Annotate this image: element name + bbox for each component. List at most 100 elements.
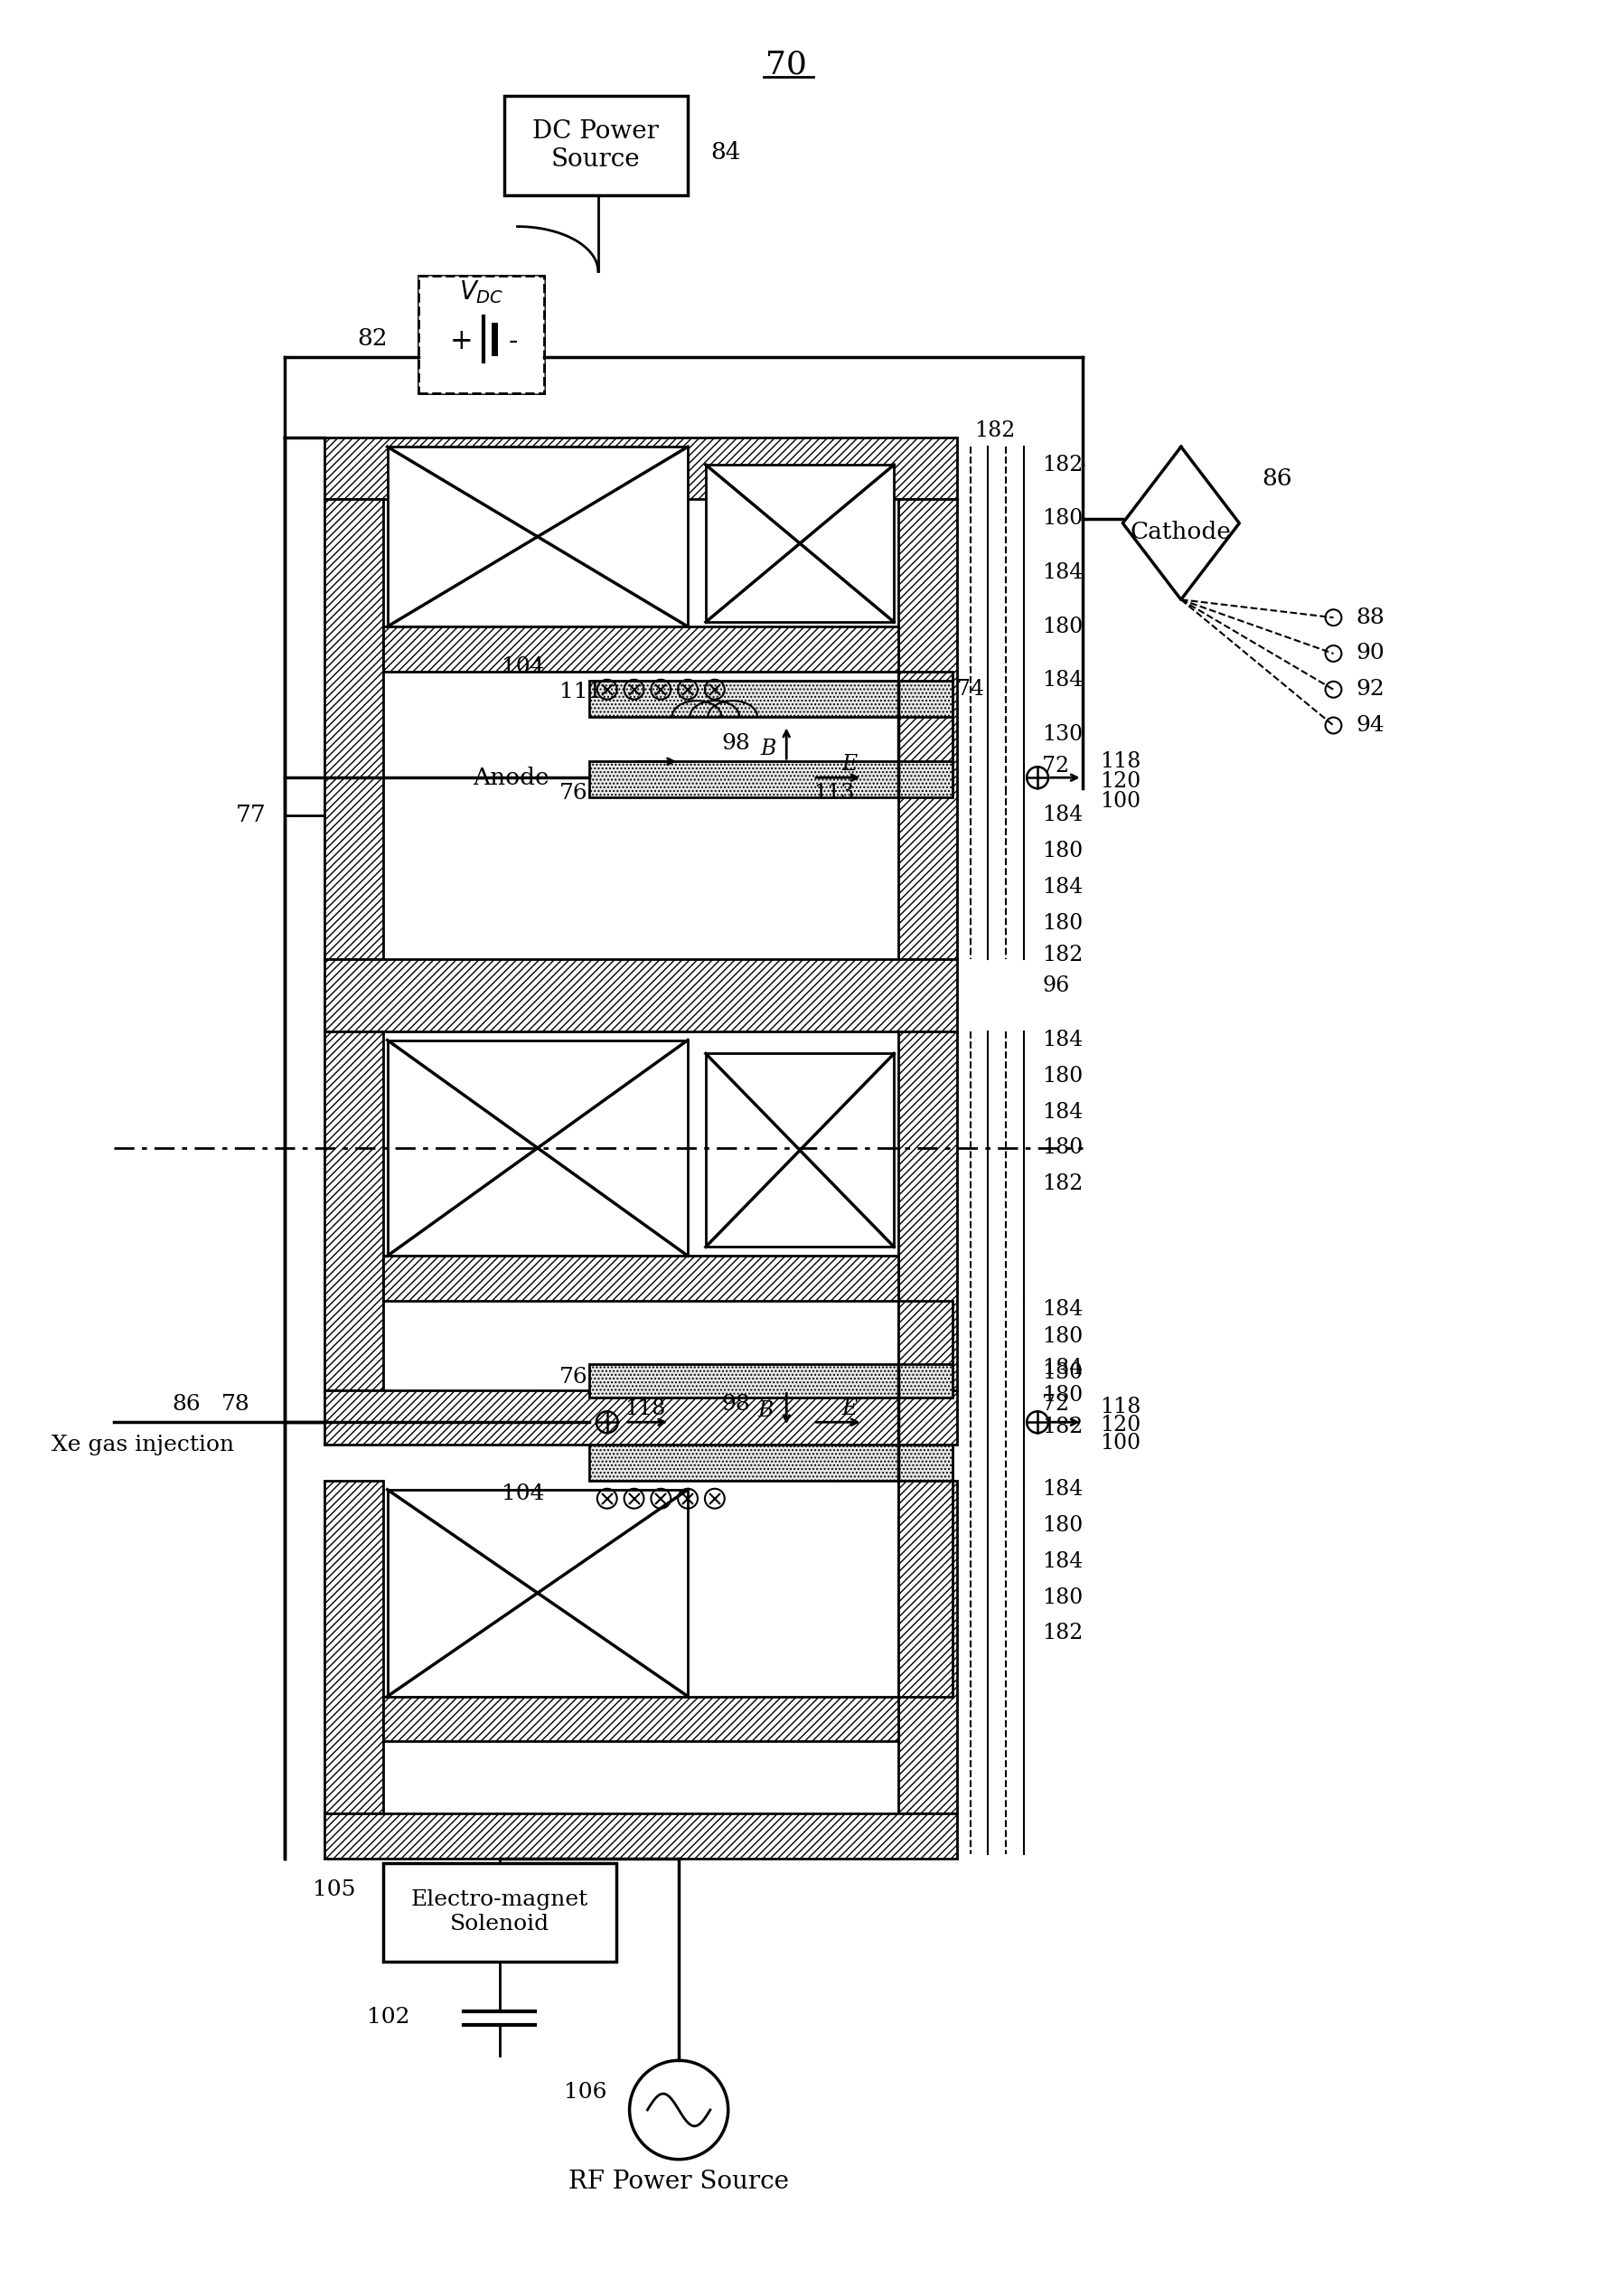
Bar [325, 1813, 957, 1858]
Text: 180: 180 [1043, 842, 1083, 862]
Bar [419, 277, 544, 393]
Bar [388, 1488, 689, 1697]
Text: 72: 72 [1043, 1393, 1069, 1414]
Text: 78: 78 [221, 1393, 250, 1414]
Text: Electro-magnet
Solenoid: Electro-magnet Solenoid [411, 1890, 588, 1935]
Text: 180: 180 [1043, 1586, 1083, 1609]
Text: 184: 184 [1043, 1103, 1083, 1123]
Bar [388, 1039, 689, 1255]
Bar [383, 626, 898, 672]
Text: +: + [450, 327, 474, 356]
Text: 180: 180 [1043, 1384, 1083, 1405]
Text: 84: 84 [710, 141, 741, 163]
Bar [590, 1364, 952, 1398]
Text: 180: 180 [1043, 617, 1083, 638]
Text: 111: 111 [560, 681, 603, 703]
Text: 92: 92 [1356, 678, 1385, 699]
Text: 104: 104 [502, 656, 544, 678]
Bar [388, 447, 689, 626]
Text: 180: 180 [1043, 508, 1083, 529]
Text: 118: 118 [1101, 751, 1142, 771]
Bar [898, 1482, 957, 1813]
Text: 82: 82 [357, 327, 388, 349]
Bar [383, 1697, 898, 1740]
Text: 182: 182 [1043, 1416, 1083, 1436]
Text: 184: 184 [1043, 1357, 1083, 1380]
Text: 113: 113 [814, 783, 854, 803]
Text: -: - [508, 327, 518, 356]
Text: 120: 120 [1101, 1414, 1142, 1436]
Text: 76: 76 [560, 1366, 588, 1389]
Bar [898, 1030, 957, 1391]
Text: Xe gas injection: Xe gas injection [50, 1434, 234, 1454]
Text: 118: 118 [625, 1398, 666, 1418]
Bar [706, 1053, 895, 1248]
Text: DC Power
Source: DC Power Source [533, 120, 659, 172]
Text: 100: 100 [1101, 790, 1142, 812]
Bar [706, 465, 895, 622]
Text: 182: 182 [1043, 1622, 1083, 1643]
Text: 96: 96 [1043, 976, 1069, 996]
Text: 184: 184 [1043, 1300, 1083, 1321]
Text: 180: 180 [1043, 1516, 1083, 1536]
Bar [325, 960, 957, 1030]
Text: 184: 184 [1043, 1030, 1083, 1051]
Bar [325, 499, 383, 960]
Bar [898, 672, 952, 787]
Text: 77: 77 [235, 803, 266, 826]
Bar [503, 95, 689, 195]
Text: 182: 182 [1043, 944, 1083, 964]
Text: 94: 94 [1356, 715, 1385, 735]
Text: 184: 184 [1043, 876, 1083, 899]
Text: 98: 98 [723, 733, 750, 753]
Bar [383, 1863, 615, 1963]
Text: RF Power Source: RF Power Source [568, 2169, 789, 2194]
Text: 74: 74 [957, 678, 984, 699]
Text: Cathode: Cathode [1130, 522, 1231, 545]
Text: 106: 106 [564, 2081, 607, 2103]
Text: 102: 102 [367, 2006, 409, 2028]
Text: 180: 180 [1043, 912, 1083, 933]
Bar [325, 1482, 383, 1813]
Text: 90: 90 [1356, 642, 1385, 665]
Bar [383, 1255, 898, 1300]
Text: 86: 86 [1262, 467, 1293, 490]
Text: 184: 184 [1043, 1552, 1083, 1572]
Text: E: E [841, 1398, 857, 1418]
Text: 182: 182 [1043, 1173, 1083, 1193]
Text: 180: 180 [1043, 1327, 1083, 1348]
Bar [325, 1391, 957, 1445]
Text: 104: 104 [502, 1484, 544, 1504]
Text: 120: 120 [1101, 771, 1142, 792]
Text: 100: 100 [1101, 1432, 1142, 1452]
Text: E: E [841, 753, 857, 774]
Text: $V_{DC}$: $V_{DC}$ [460, 279, 503, 306]
Bar [590, 681, 952, 717]
Text: Anode: Anode [473, 767, 549, 790]
Text: 130: 130 [1043, 724, 1083, 744]
Text: B: B [757, 1400, 773, 1420]
Bar [898, 1482, 952, 1697]
Text: 88: 88 [1356, 608, 1385, 629]
Text: 184: 184 [1043, 669, 1083, 690]
Text: 72: 72 [1043, 756, 1069, 776]
Text: 184: 184 [1043, 563, 1083, 583]
Text: 76: 76 [560, 783, 588, 803]
Text: 180: 180 [1043, 1137, 1083, 1159]
Text: B: B [760, 737, 776, 760]
Bar [898, 1300, 952, 1391]
Text: 182: 182 [974, 420, 1015, 440]
Text: 70: 70 [765, 50, 807, 79]
Text: 184: 184 [1043, 805, 1083, 826]
Text: 180: 180 [1043, 1066, 1083, 1087]
Text: 182: 182 [1043, 454, 1083, 474]
Bar [325, 438, 957, 499]
Text: 130: 130 [1043, 1361, 1083, 1384]
Bar [325, 1030, 383, 1391]
Bar [590, 1445, 952, 1482]
Text: 105: 105 [313, 1879, 356, 1899]
Bar [590, 762, 952, 796]
Text: 184: 184 [1043, 1479, 1083, 1500]
Text: 118: 118 [1101, 1395, 1142, 1418]
Text: 86: 86 [172, 1393, 201, 1414]
